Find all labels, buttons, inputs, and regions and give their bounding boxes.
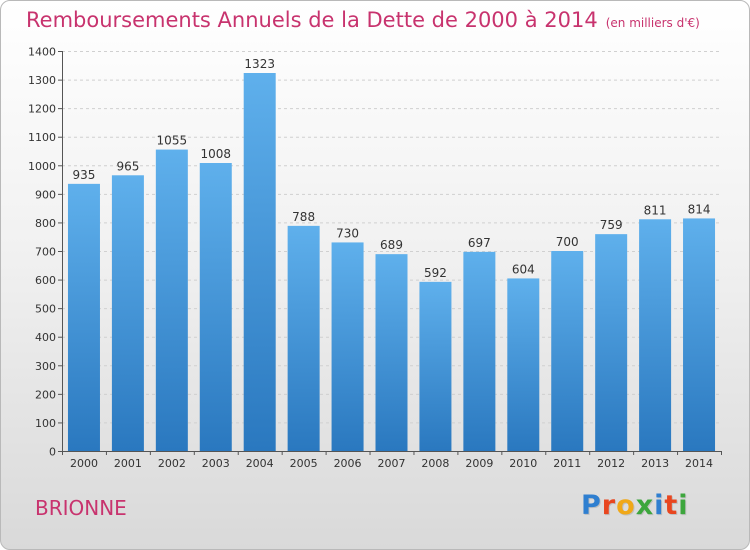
x-tick-label: 2009 [465, 457, 493, 470]
bar [331, 242, 364, 451]
y-tick-label: 1000 [28, 160, 56, 173]
bar [199, 163, 232, 451]
data-label: 1055 [157, 134, 188, 148]
logo-letter: x [635, 490, 655, 521]
y-tick-label: 600 [35, 274, 56, 287]
logo-letter: r [601, 490, 617, 521]
chart-title: Remboursements Annuels de la Dette de 20… [26, 8, 598, 32]
y-tick-label: 300 [35, 360, 56, 373]
data-label: 604 [512, 262, 535, 276]
bar [155, 149, 188, 452]
x-tick-label: 2010 [509, 457, 537, 470]
bars [67, 73, 716, 452]
y-tick-label: 1300 [28, 74, 56, 87]
y-tick-label: 200 [35, 388, 56, 401]
x-tick-label: 2013 [641, 457, 669, 470]
x-tick-label: 2014 [685, 457, 713, 470]
y-axis-ticks: 0 100 200 300 400 500 600 700 800 900 1000 1100 1200… [28, 46, 62, 459]
bar [419, 281, 452, 451]
bar [287, 225, 320, 451]
y-tick-label: 400 [35, 331, 56, 344]
x-tick-label: 2002 [158, 457, 186, 470]
x-tick-label: 2005 [290, 457, 318, 470]
y-tick-label: 500 [35, 303, 56, 316]
x-axis-ticks: 2000 2001 2002 2003 2004 2005 2006 2007 2008 2009… [62, 451, 722, 470]
x-tick-label: 2011 [553, 457, 581, 470]
bar [639, 219, 672, 451]
x-tick-label: 2007 [378, 457, 406, 470]
logo-letter: t [664, 490, 679, 521]
data-label: 811 [644, 203, 667, 217]
x-tick-label: 2004 [246, 457, 274, 470]
bar [67, 183, 100, 451]
data-label: 814 [688, 202, 711, 216]
bar [595, 234, 628, 451]
logo-letter: i [654, 490, 665, 521]
data-label: 759 [600, 218, 623, 232]
title-row: Remboursements Annuels de la Dette de 20… [26, 8, 700, 32]
y-tick-label: 1100 [28, 131, 56, 144]
y-tick-label: 900 [35, 188, 56, 201]
bar [375, 254, 408, 451]
data-labels: 935 965 1055 1008 1323 788 730 689 592 697 604 700 7… [73, 57, 711, 280]
y-tick-label: 700 [35, 246, 56, 259]
bar [507, 278, 540, 451]
y-tick-label: 1400 [28, 46, 56, 59]
y-tick-label: 1200 [28, 103, 56, 116]
bar [683, 218, 716, 451]
city-name: BRIONNE [35, 496, 127, 520]
x-tick-label: 2001 [114, 457, 142, 470]
y-tick-label: 100 [35, 417, 56, 430]
data-label: 697 [468, 236, 491, 250]
chart-subtitle: (en milliers d'€) [605, 16, 700, 30]
data-label: 700 [556, 235, 579, 249]
y-tick-label: 0 [49, 446, 56, 459]
logo-letter: i [678, 490, 689, 521]
data-label: 788 [292, 210, 315, 224]
bar [551, 251, 584, 451]
axes [62, 51, 721, 452]
data-label: 592 [424, 266, 447, 280]
bar [111, 175, 144, 452]
y-tick-label: 800 [35, 217, 56, 230]
data-label: 730 [336, 226, 359, 240]
bar [243, 73, 276, 451]
x-tick-label: 2008 [421, 457, 449, 470]
data-label: 935 [73, 168, 96, 182]
bar [463, 251, 496, 451]
data-label: 689 [380, 238, 403, 252]
proxiti-logo: Proxiti [581, 490, 689, 521]
logo-letter: o [616, 490, 636, 521]
data-label: 1323 [244, 57, 275, 71]
x-tick-label: 2012 [597, 457, 625, 470]
x-tick-label: 2000 [70, 457, 98, 470]
x-tick-label: 2006 [334, 457, 362, 470]
x-tick-label: 2003 [202, 457, 230, 470]
data-label: 965 [116, 159, 139, 173]
data-label: 1008 [200, 147, 231, 161]
logo-letter: P [581, 490, 602, 521]
